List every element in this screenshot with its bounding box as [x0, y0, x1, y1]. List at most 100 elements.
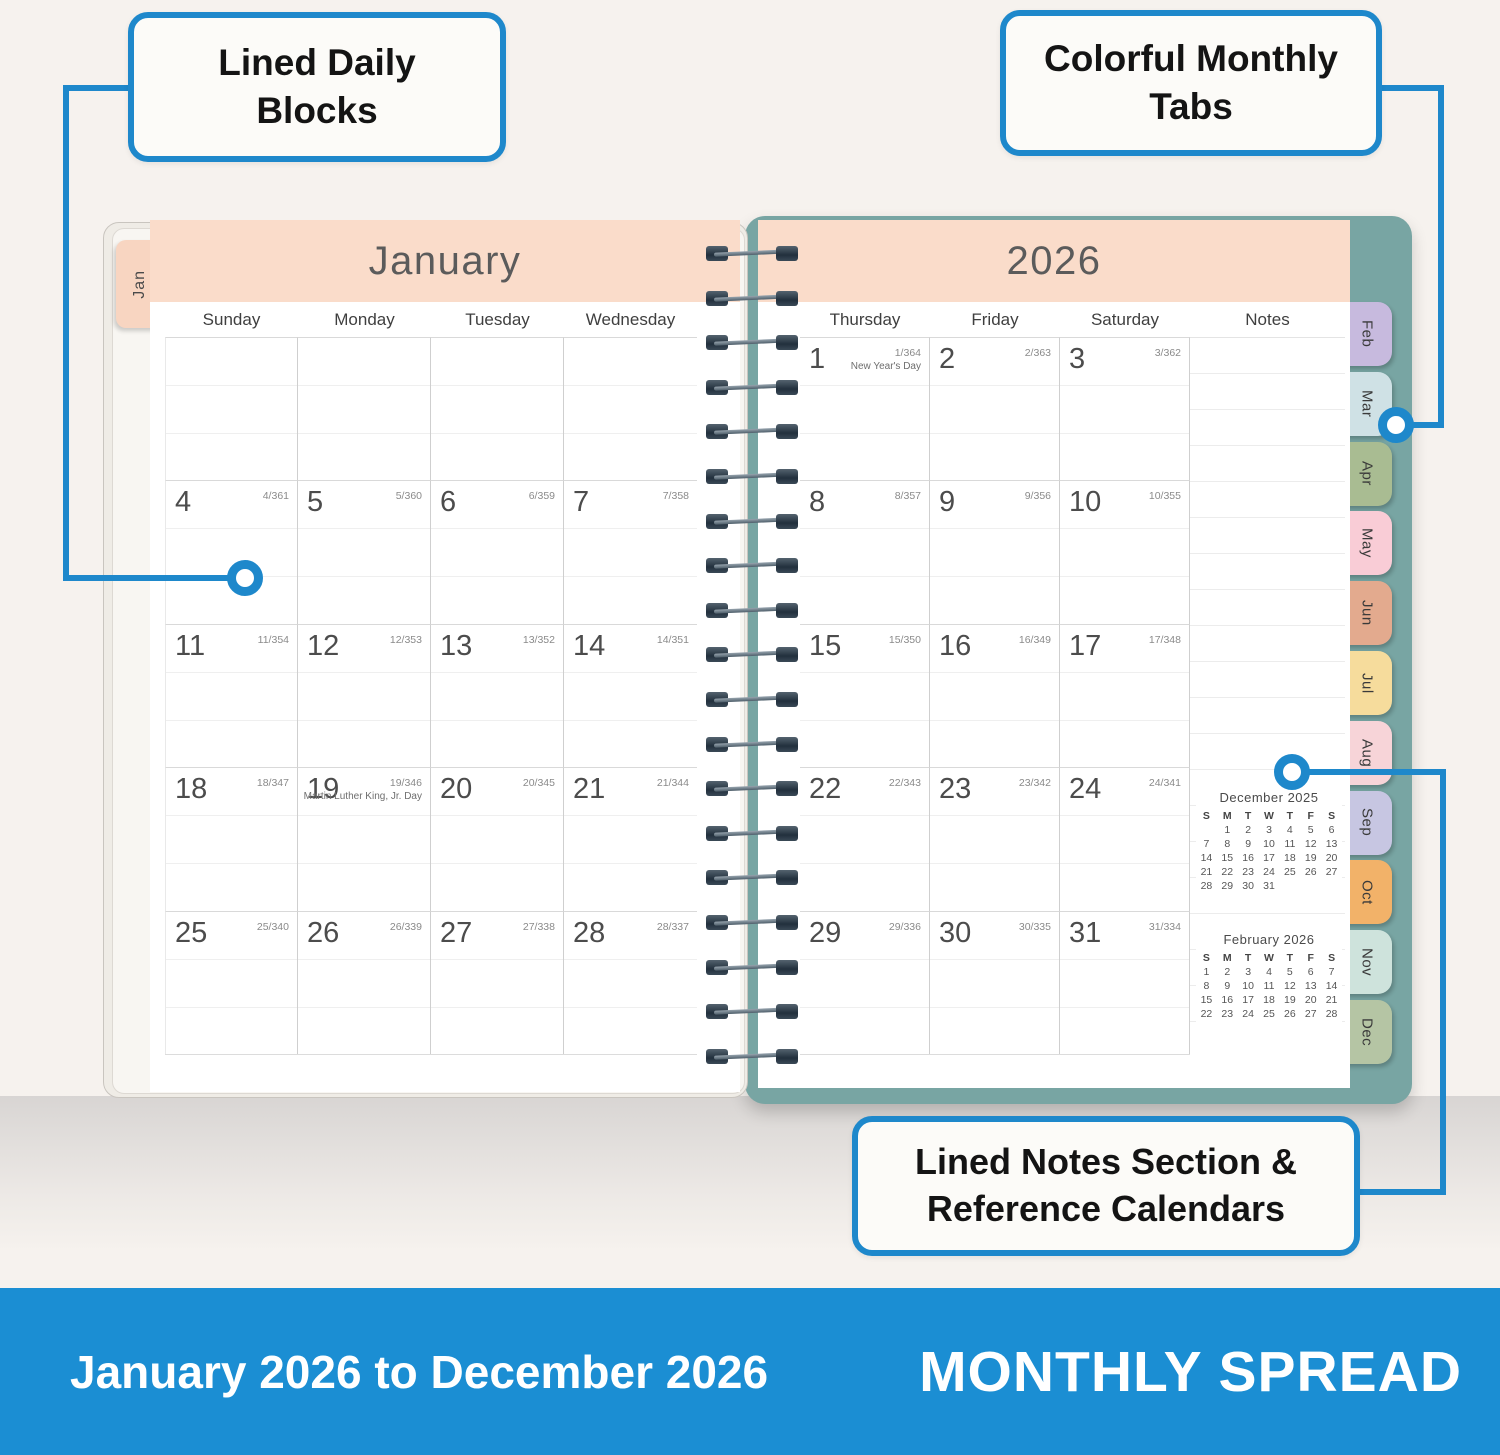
coil-end — [776, 424, 798, 440]
mini-day: 15 — [1221, 852, 1234, 864]
date-number: 9 — [939, 486, 956, 519]
spiral-coil — [706, 290, 798, 307]
date-number: 26 — [307, 916, 340, 949]
month-tab-feb: Feb — [1342, 302, 1392, 366]
connector-line — [1382, 85, 1444, 91]
day-header: Thursday — [829, 309, 901, 329]
dow-label: T — [1244, 952, 1252, 964]
date-number: 24 — [1069, 773, 1102, 806]
coil-end — [776, 692, 798, 707]
mini-day: 13 — [1325, 838, 1338, 850]
mini-day: 7 — [1328, 966, 1335, 978]
mini-day: 24 — [1263, 866, 1275, 878]
date-cell: 9 9/356 — [930, 480, 1060, 624]
date-number: 11 — [175, 629, 206, 662]
date-number: 18 — [175, 773, 208, 806]
coil-end — [776, 379, 798, 395]
mini-day: 12 — [1284, 980, 1296, 992]
mini-day — [1279, 880, 1300, 892]
mini-day: 17 — [1263, 852, 1275, 864]
mini-day: 8 — [1203, 980, 1210, 992]
coil-end — [776, 513, 798, 529]
date-number: 28 — [573, 916, 606, 949]
dow-label: F — [1307, 810, 1314, 822]
mini-day: 20 — [1325, 852, 1338, 864]
date-cell: 11 11/354 — [165, 623, 298, 768]
julian-date: 13/352 — [522, 633, 555, 646]
date-cell: 3 3/362 — [1060, 337, 1190, 481]
mini-day: 2 — [1245, 824, 1252, 836]
julian-date: 27/338 — [522, 920, 555, 933]
date-cell: 22 22/343 — [800, 767, 930, 911]
spiral-coil — [706, 334, 798, 351]
coil-end — [776, 1048, 798, 1064]
callout-daily-blocks-label: Lined Daily Blocks — [218, 41, 416, 131]
dow-label: S — [1328, 952, 1336, 964]
dow-label: M — [1222, 952, 1232, 964]
date-cell: 8 8/357 — [800, 480, 930, 624]
month-tab-label: Nov — [1358, 948, 1376, 977]
mini-day — [1321, 880, 1342, 892]
date-cell: 14 14/351 — [564, 623, 697, 768]
mini-day: 26 — [1284, 1008, 1296, 1020]
coil-end — [776, 335, 798, 351]
mini-day: 16 — [1242, 852, 1254, 864]
mini-day: 14 — [1325, 980, 1338, 992]
julian-date: 19/346 — [389, 777, 422, 790]
month-header-band: January — [150, 220, 740, 302]
mini-day: 1 — [1203, 966, 1210, 978]
coil-end — [776, 602, 798, 618]
date-number: 10 — [1069, 486, 1102, 519]
mini-day: 8 — [1224, 838, 1231, 850]
coil-end — [776, 915, 798, 930]
mini-day: 11 — [1263, 980, 1275, 992]
mini-day: 13 — [1304, 980, 1317, 992]
day-header: Tuesday — [465, 309, 530, 329]
dow-label: W — [1264, 810, 1274, 822]
date-number: 17 — [1069, 629, 1102, 662]
connector-line — [1438, 85, 1444, 428]
month-tab-sep: Sep — [1342, 790, 1392, 855]
date-number: 31 — [1069, 916, 1102, 949]
julian-date: 23/342 — [1018, 777, 1051, 790]
spiral-coil — [706, 513, 798, 530]
mini-day: 24 — [1242, 1008, 1254, 1020]
reference-calendar-grid: S M T W T F S 1 2 3 4 5 6 7 8 9 10 11 12 13 14 15 16 17 18 19 20 21… — [1196, 810, 1342, 892]
julian-date: 15/350 — [888, 633, 921, 646]
mini-day — [1196, 824, 1217, 836]
dow-label: F — [1307, 952, 1314, 964]
mini-day: 12 — [1304, 838, 1317, 850]
date-cell: 24 24/341 — [1060, 767, 1190, 911]
callout-notes-section: Lined Notes Section & Reference Calendar… — [852, 1116, 1360, 1256]
date-cell: 31 31/334 — [1060, 910, 1190, 1054]
julian-date: 25/340 — [256, 920, 289, 933]
mini-day: 5 — [1286, 966, 1293, 978]
connector-line — [63, 575, 233, 581]
julian-date: 12/353 — [389, 633, 422, 646]
spiral-coil — [706, 379, 798, 396]
date-number: 7 — [573, 486, 590, 519]
mini-day: 18 — [1263, 994, 1275, 1006]
mini-day: 6 — [1328, 824, 1335, 836]
mini-day: 1 — [1224, 824, 1231, 836]
month-tab-label: Sep — [1358, 808, 1376, 837]
date-cell: 20 20/345 — [431, 767, 564, 911]
coil-end — [776, 558, 798, 574]
date-cell: 28 28/337 — [564, 910, 697, 1054]
reference-calendar: February 2026 S M T W T F S 1 2 3 4 5 6 7 8 9 10 11 12 13 14 1… — [1196, 928, 1342, 1026]
date-cell: 18 18/347 — [165, 767, 298, 911]
julian-date: 22/343 — [888, 777, 921, 790]
mini-day: 21 — [1200, 866, 1213, 878]
coil-end — [776, 246, 798, 261]
julian-date: 5/360 — [395, 490, 422, 503]
julian-date: 16/349 — [1018, 633, 1051, 646]
mini-day: 20 — [1304, 994, 1317, 1006]
callout-monthly-tabs-label: Colorful Monthly Tabs — [1044, 37, 1338, 127]
coil-end — [776, 736, 798, 752]
mini-day: 9 — [1224, 980, 1231, 992]
mini-day: 6 — [1307, 966, 1314, 978]
banner-date-range: January 2026 to December 2026 — [70, 1345, 769, 1398]
date-cell: 21 21/344 — [564, 767, 697, 911]
mini-day: 3 — [1266, 824, 1272, 836]
date-number: 16 — [939, 629, 972, 662]
